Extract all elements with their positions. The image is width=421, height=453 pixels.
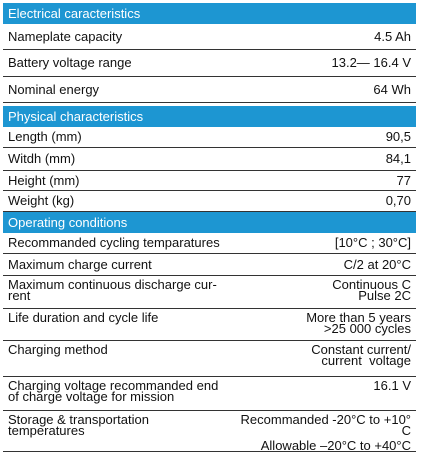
label-line: Storage & transportation [8,412,149,427]
spec-label: Life duration and cycle life [8,310,159,325]
label-line: Charging voltage recommanded end [8,378,219,393]
value-line: C [401,423,411,438]
spec-value: 16.1 V [373,378,411,393]
value-line: More than 5 years [306,310,411,325]
value-line: Recommanded -20°C to +10° [240,412,411,427]
value-line: 4.5 Ah [374,28,411,44]
label-line: Height (mm) [8,172,80,188]
spec-label: Nominal energy [8,81,100,97]
label-line: Weight (kg) [8,193,75,208]
value-line: Pulse 2C [358,288,411,303]
value-line: >25 000 cycles [323,321,411,336]
spec-label: Recommanded cycling temparatures [8,236,220,250]
section-header: Operating conditions [3,212,416,233]
spec-label: Maximum continuous discharge cur-rent [8,277,217,303]
label-line: Charging method [8,342,108,357]
value-line: 0,70 [385,193,411,208]
value-line: Allowable –20°C to +40°C [260,438,411,453]
spec-label: Charging method [8,342,108,357]
spec-value: 4.5 Ah [374,28,411,44]
spec-value: Recommanded -20°C to +10° C Allowable –20°… [240,412,411,453]
label-line: Length (mm) [8,129,82,144]
label-line: Life duration and cycle life [8,310,159,325]
value-line: Continuous C [332,277,411,292]
spec-value: [10°C ; 30°C] [335,236,411,250]
spec-row: Recommanded cycling temparatures [10°C ; … [3,233,416,254]
spec-value: 0,70 [386,194,411,208]
spec-row: Charging voltage recommanded end of charg… [3,377,416,411]
label-line: Battery voltage range [8,55,132,70]
label-line: Recommanded cycling temparatures [8,235,220,250]
spec-label: Witdh (mm) [8,152,75,166]
value-line: Constant current/ [311,342,411,357]
value-line: 90,5 [385,129,411,144]
value-line: 84,1 [385,151,411,166]
spec-row: Length (mm) 90,5 [3,127,416,148]
label-line: Maximum continuous discharge cur- [8,277,217,292]
label-line: Witdh (mm) [8,151,76,166]
section-header: Physical characteristics [3,106,416,127]
spec-value: Continuous C Pulse 2C [332,277,411,303]
value-line: 13.2— 16.4 V [331,55,412,70]
spec-value: C/2 at 20°C [343,256,411,272]
spec-label: Weight (kg) [8,194,74,208]
value-line: [10°C ; 30°C] [334,235,411,250]
label-line: rent [8,288,31,303]
spec-label: Battery voltage range [8,56,132,70]
spec-row: Nameplate capacity 4.5 Ah [3,24,416,50]
label-line: Nameplate capacity [8,28,123,44]
label-line: temperatures [8,423,85,438]
spec-value: 13.2— 16.4 V [332,56,412,70]
spec-value: Constant current/current voltage [311,342,411,368]
spec-value: More than 5 years >25 000 cycles [306,310,411,336]
value-line: current voltage [321,353,411,368]
value-line: 77 [396,172,411,188]
value-line: 16.1 V [373,378,411,393]
spec-row: Witdh (mm) 84,1 [3,148,416,171]
spec-row: Charging method Constant current/current … [3,341,416,377]
label-line: Maximum charge current [8,256,152,272]
spec-value: 77 [396,172,411,188]
label-line: Nominal energy [8,81,100,97]
spec-value: 90,5 [386,130,411,144]
spec-value: 84,1 [386,152,411,166]
spec-label: Length (mm) [8,130,82,144]
spec-value: 64 Wh [373,81,411,97]
value-line: C/2 at 20°C [343,256,411,272]
spec-label: Charging voltage recommanded end of charg… [8,378,219,404]
spec-label: Maximum charge current [8,256,152,272]
spec-row: Height (mm) 77 [3,171,416,191]
spec-row: Life duration and cycle life More than 5 … [3,309,416,341]
spec-label: Storage & transportation temperatures [8,412,149,438]
spec-row: Weight (kg) 0,70 [3,191,416,212]
spec-row: Maximum continuous discharge cur-rent Con… [3,276,416,309]
spec-row: Nominal energy 64 Wh [3,77,416,103]
spec-row: Maximum charge current C/2 at 20°C [3,254,416,276]
value-line: 64 Wh [373,81,411,97]
spec-label: Height (mm) [8,172,80,188]
spec-row: Storage & transportation temperatures Reco… [3,411,416,452]
spec-label: Nameplate capacity [8,28,123,44]
section-header: Electrical caracteristics [3,3,416,24]
spec-row: Battery voltage range 13.2— 16.4 V [3,50,416,77]
label-line: of charge voltage for mission [8,389,175,404]
